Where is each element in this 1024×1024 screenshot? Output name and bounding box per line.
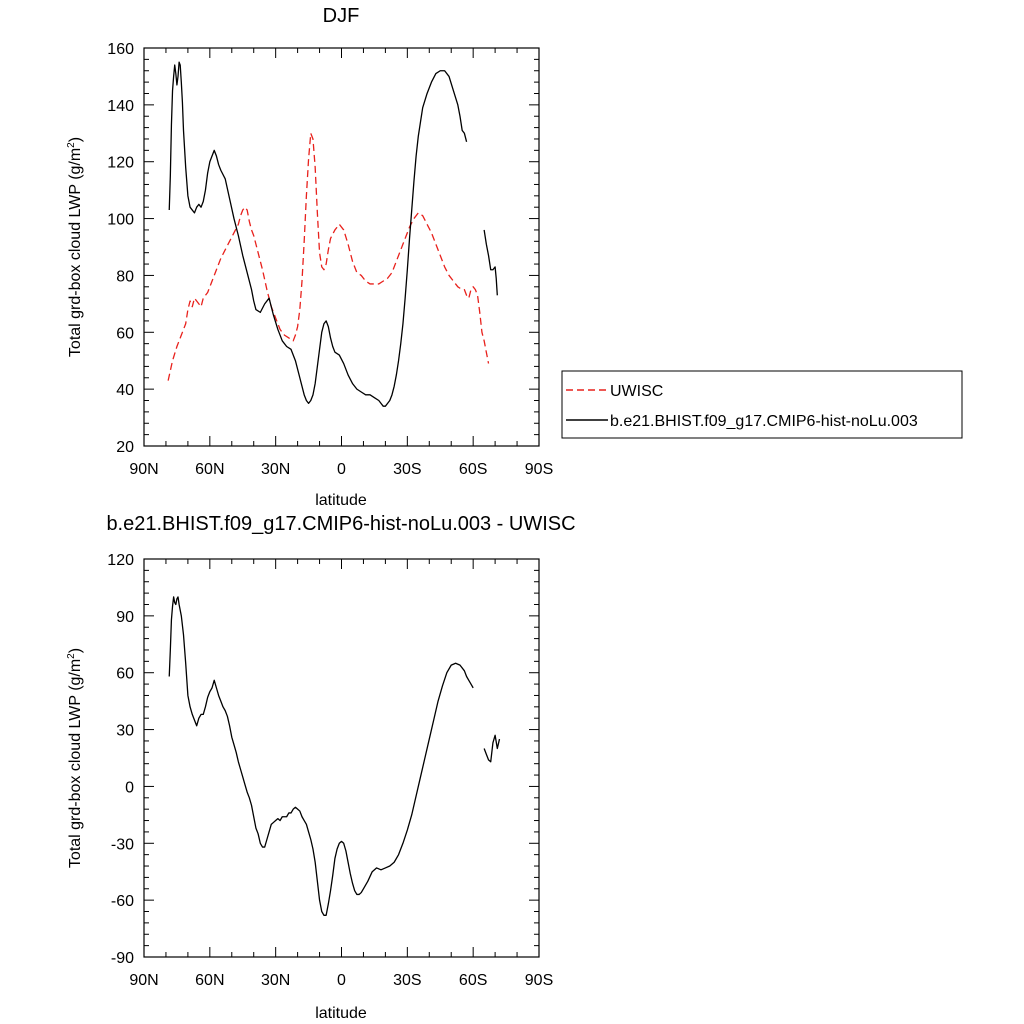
top-y-tick-label: 40 [116,382,134,399]
top-x-tick-label: 90S [525,461,553,478]
panel-top: DJF 90N 60N 30N 0 30S 60S 90S 20 40 60 80 100 120 140… [66,5,963,509]
bottom-y-tick-label: 90 [116,609,134,626]
top-x-tick-label: 30S [393,461,421,478]
legend-label-uwisc: UWISC [610,383,663,400]
panel-bottom: b.e21.BHIST.f09_g17.CMIP6-hist-noLu.003 … [66,513,576,1022]
top-series [167,61,498,407]
top-x-tick-label: 30N [261,461,290,478]
top-y-tick-label: 160 [107,41,134,58]
legend-box [561,370,963,439]
bottom-series [168,596,501,916]
top-y-axis-label: Total grd-box cloud LWP (g/m2) [66,137,84,357]
top-plot-frame [143,47,540,447]
bottom-series-line-0-0 [168,596,474,916]
bottom-plot-frame [143,558,540,958]
top-series-line-1-1 [483,229,498,296]
bottom-ticks: 90N 60N 30N 0 30S 60S 90S -90 -60 -30 0 30 60 90 120 [107,552,553,989]
bottom-x-tick-label: 30S [393,972,421,989]
bottom-x-tick-label: 60S [459,972,487,989]
top-y-tick-label: 80 [116,268,134,285]
bottom-y-tick-label: 120 [107,552,134,569]
bottom-y-tick-label: 0 [125,779,134,796]
top-x-axis-label: latitude [315,492,367,509]
legend-label-model: b.e21.BHIST.f09_g17.CMIP6-hist-noLu.003 [610,413,918,430]
top-x-tick-label: 60N [195,461,224,478]
top-y-tick-label: 20 [116,439,134,456]
top-y-tick-label: 140 [107,98,134,115]
top-y-axis-label-sup: 2 [66,142,77,148]
top-y-axis-label-main: Total grd-box cloud LWP (g/m [67,148,84,357]
bottom-x-tick-label: 60N [195,972,224,989]
bottom-y-tick-label: -30 [111,836,134,853]
top-series-line-0-0 [167,132,490,381]
legend: UWISC b.e21.BHIST.f09_g17.CMIP6-hist-noL… [561,370,963,439]
top-y-tick-label: 100 [107,212,134,229]
bottom-y-tick-label: -90 [111,950,134,967]
top-y-tick-label: 120 [107,155,134,172]
bottom-y-axis-label-main: Total grd-box cloud LWP (g/m [67,659,84,868]
top-x-tick-label: 90N [129,461,158,478]
bottom-y-axis-label: Total grd-box cloud LWP (g/m2) [66,648,84,868]
top-y-axis-label-end: ) [67,137,84,142]
bottom-x-tick-label: 90N [129,972,158,989]
bottom-chart-title: b.e21.BHIST.f09_g17.CMIP6-hist-noLu.003 … [106,513,575,535]
top-chart-title: DJF [323,5,360,27]
top-x-tick-label: 0 [337,461,346,478]
bottom-x-axis-label: latitude [315,1005,367,1022]
top-series-line-1-0 [168,61,468,407]
bottom-series-line-0-1 [483,734,501,763]
bottom-y-tick-label: -60 [111,893,134,910]
top-y-tick-label: 60 [116,325,134,342]
bottom-y-tick-label: 60 [116,666,134,683]
bottom-y-axis-label-sup: 2 [66,653,77,659]
bottom-y-axis-label-end: ) [67,648,84,653]
top-x-tick-label: 60S [459,461,487,478]
bottom-x-tick-label: 90S [525,972,553,989]
bottom-x-tick-label: 30N [261,972,290,989]
bottom-y-tick-label: 30 [116,723,134,740]
bottom-x-tick-label: 0 [337,972,346,989]
top-ticks: 90N 60N 30N 0 30S 60S 90S 20 40 60 80 100 120 140 160 [107,41,553,478]
